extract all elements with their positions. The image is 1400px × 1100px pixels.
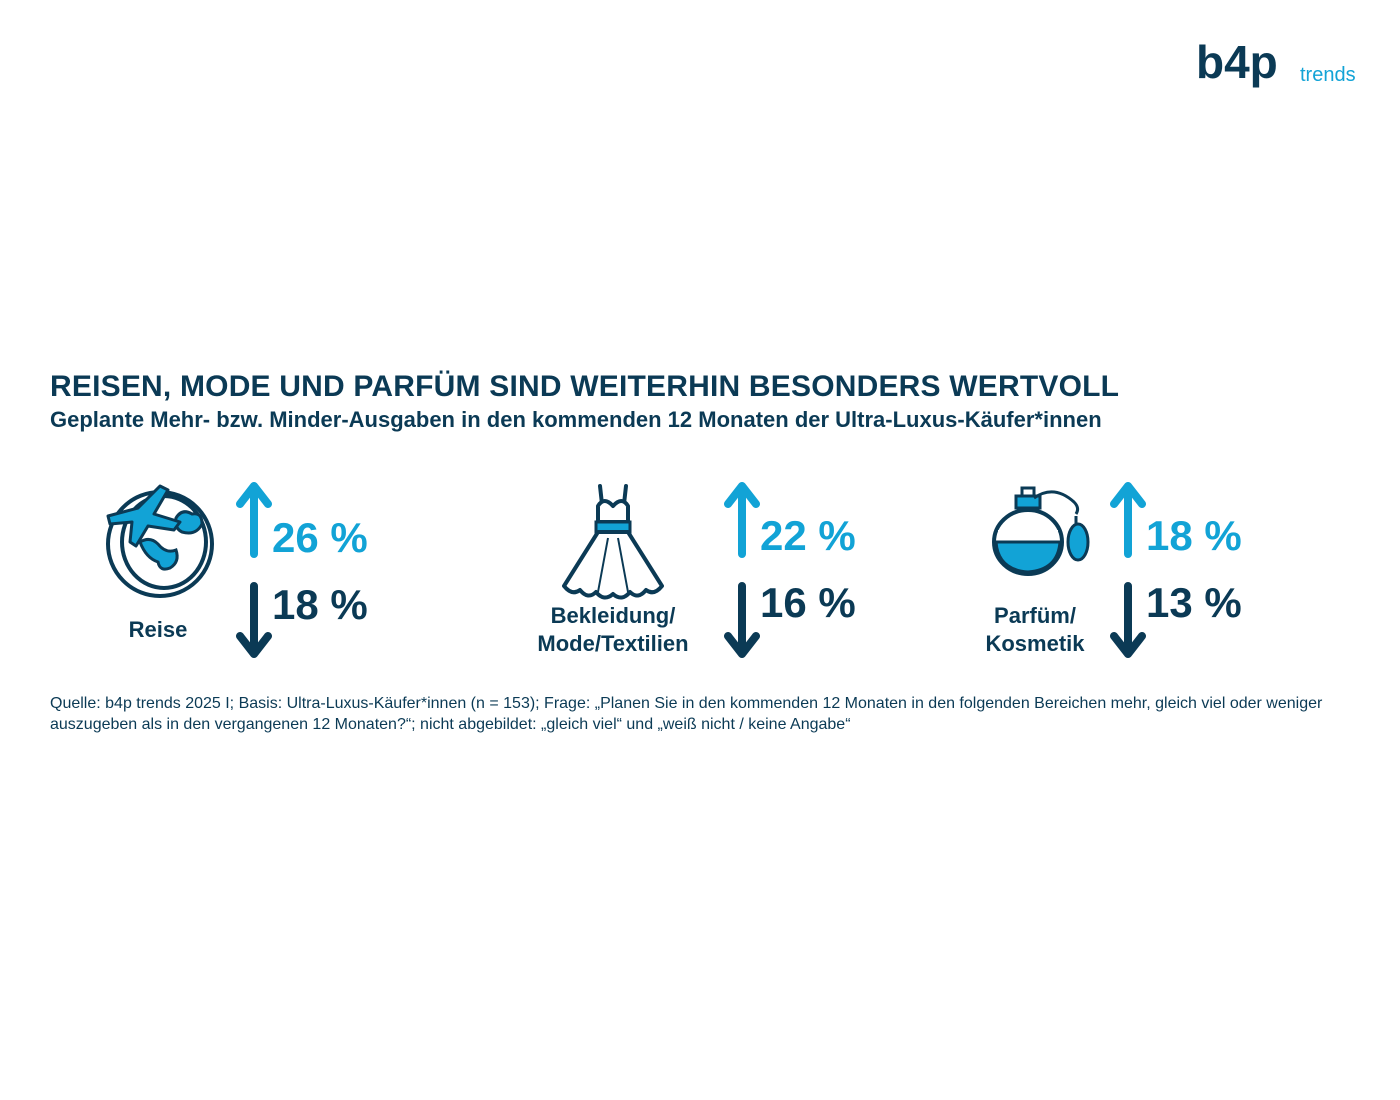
arrow-up-icon xyxy=(1110,482,1146,563)
pct-more-bekleidung: 22 % xyxy=(760,512,856,559)
pct-less-parfuem: 13 % xyxy=(1146,579,1242,626)
pct-less-reise: 18 % xyxy=(272,581,368,628)
b4p-trends-logo: b4p trends xyxy=(1196,36,1376,98)
chart-subtitle: Geplante Mehr- bzw. Minder-Ausgaben in d… xyxy=(50,407,1102,432)
category-label-line: Bekleidung/ xyxy=(550,603,676,628)
category-label-line: Reise xyxy=(128,617,188,642)
chart-header: REISEN, MODE UND PARFÜM SIND WEITERHIN B… xyxy=(50,368,1370,434)
category-bekleidung: Bekleidung/ Mode/Textilien 22 % 16 % xyxy=(518,478,878,668)
chart-title: REISEN, MODE UND PARFÜM SIND WEITERHIN B… xyxy=(50,370,1120,403)
category-parfuem: Parfüm/ Kosmetik 18 % 13 % xyxy=(970,478,1270,668)
category-reise: Reise 26 % 18 % xyxy=(100,478,400,668)
source-note: Quelle: b4p trends 2025 I; Basis: Ultra-… xyxy=(50,695,1323,733)
category-label-line: Kosmetik xyxy=(985,631,1085,656)
pct-less-bekleidung: 16 % xyxy=(760,579,856,626)
category-label: Parfüm/ Kosmetik xyxy=(970,602,1100,658)
category-label-line: Parfüm/ xyxy=(994,603,1076,628)
perfume-bottle-icon xyxy=(990,482,1090,587)
arrow-down-icon xyxy=(236,582,272,663)
logo-suffix-text: trends xyxy=(1300,64,1356,86)
category-label: Reise xyxy=(100,616,216,644)
category-label-line: Mode/Textilien xyxy=(537,631,689,656)
arrow-down-icon xyxy=(724,582,760,663)
pct-more-reise: 26 % xyxy=(272,514,368,561)
arrow-up-icon xyxy=(236,482,272,563)
arrow-up-icon xyxy=(724,482,760,563)
pct-more-parfuem: 18 % xyxy=(1146,512,1242,559)
arrow-down-icon xyxy=(1110,582,1146,663)
dress-icon xyxy=(558,482,668,605)
globe-plane-icon xyxy=(102,482,216,605)
category-label: Bekleidung/ Mode/Textilien xyxy=(518,602,708,658)
logo-brand-text: b4p xyxy=(1196,36,1278,88)
